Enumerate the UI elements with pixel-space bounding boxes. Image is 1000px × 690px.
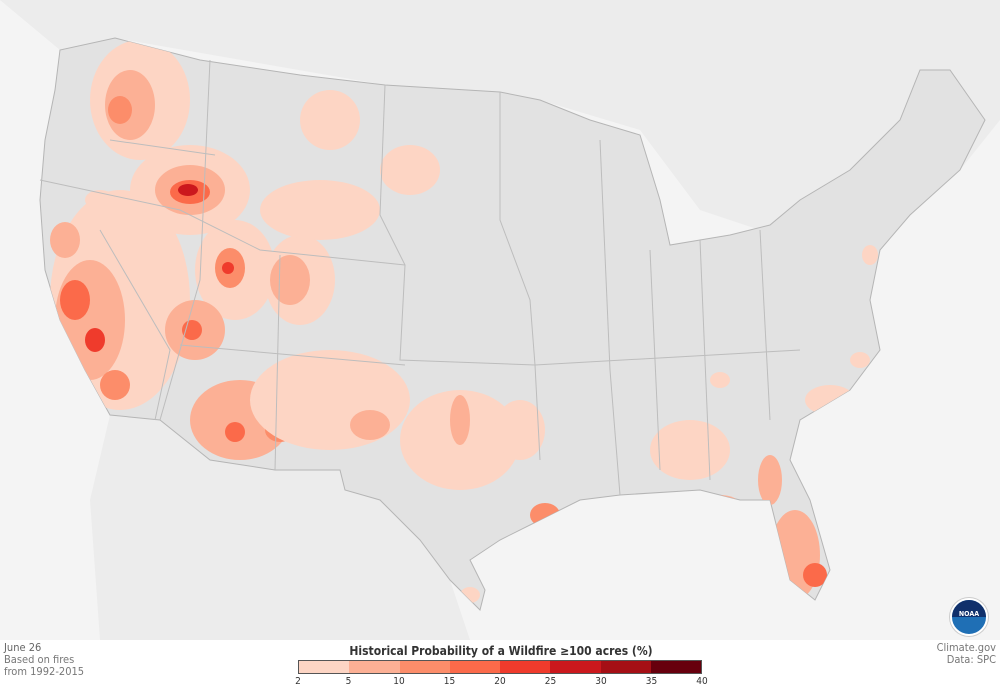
legend-tick-label: 30 — [595, 676, 607, 687]
legend-bin — [399, 661, 450, 673]
fire-probability-area — [260, 180, 380, 240]
legend-tick-label: 15 — [443, 676, 456, 687]
fire-probability-area — [182, 320, 202, 340]
legend-ticks: 2 5 10 15 20 25 30 35 40 — [295, 676, 708, 688]
fire-probability-area — [350, 410, 390, 440]
legend-tick-label: 20 — [494, 676, 506, 687]
map-notes: June 26 Based on fires from 1992-2015 — [4, 642, 84, 678]
legend-bin — [299, 661, 350, 673]
legend-bin — [550, 661, 601, 673]
credits: Climate.gov Data: SPC — [937, 642, 996, 666]
fire-probability-area — [50, 222, 80, 258]
mexico-land — [90, 415, 470, 640]
legend-bin — [449, 661, 500, 673]
fire-probability-area — [380, 145, 440, 195]
fire-probability-area — [270, 255, 310, 305]
legend-title: Historical Probability of a Wildfire ≥10… — [349, 644, 653, 658]
fire-probability-area — [60, 280, 90, 320]
legend-bin — [349, 661, 400, 673]
fire-probability-area — [108, 96, 132, 124]
legend-bin — [650, 661, 701, 673]
canada-land — [0, 0, 1000, 230]
us-land — [39, 37, 986, 611]
legend-tick-label: 2 — [295, 676, 301, 687]
fire-probability-area — [700, 495, 740, 515]
fire-probability-area — [495, 400, 545, 460]
legend-color-bar — [298, 660, 702, 674]
footer: June 26 Based on fires from 1992-2015 Hi… — [0, 640, 1000, 690]
fire-probability-area — [225, 422, 245, 442]
fire-probability-area — [100, 370, 130, 400]
note-line-1: Based on fires — [4, 653, 75, 666]
noaa-logo: NOAA — [950, 598, 988, 636]
fire-probability-area — [85, 190, 115, 210]
fire-probability-area — [178, 184, 198, 196]
fire-probability-area — [710, 372, 730, 388]
fire-probability-area — [450, 395, 470, 445]
data-source-text: Data: SPC — [946, 653, 996, 666]
credit-text: Climate.gov — [936, 641, 996, 654]
legend-tick-label: 35 — [645, 676, 658, 687]
legend-tick-label: 10 — [393, 676, 405, 687]
fire-probability-area — [650, 420, 730, 480]
legend-tick-label: 40 — [696, 676, 708, 687]
state-borders — [39, 59, 801, 496]
fire-probability-area — [250, 350, 410, 450]
fire-probability-area — [300, 90, 360, 150]
map-date: June 26 — [4, 641, 42, 654]
note-line-2: from 1992-2015 — [4, 665, 85, 678]
fire-probability-area — [55, 260, 125, 380]
noaa-logo-text: NOAA — [958, 610, 980, 618]
fire-probability-area — [862, 245, 878, 265]
fire-probability-area — [85, 328, 105, 352]
fire-probability-area — [805, 385, 855, 415]
legend-tick-label: 25 — [544, 676, 557, 687]
fire-probability-area — [850, 352, 870, 368]
legend-tick-label: 5 — [345, 676, 352, 687]
legend-bin — [500, 661, 551, 673]
fire-probability-area — [530, 503, 560, 527]
wildfire-probability-map — [0, 0, 1000, 640]
legend-bin — [600, 661, 651, 673]
fire-probability-area — [758, 455, 782, 505]
fire-probability-area — [222, 262, 234, 274]
fire-probability-area — [803, 563, 827, 587]
